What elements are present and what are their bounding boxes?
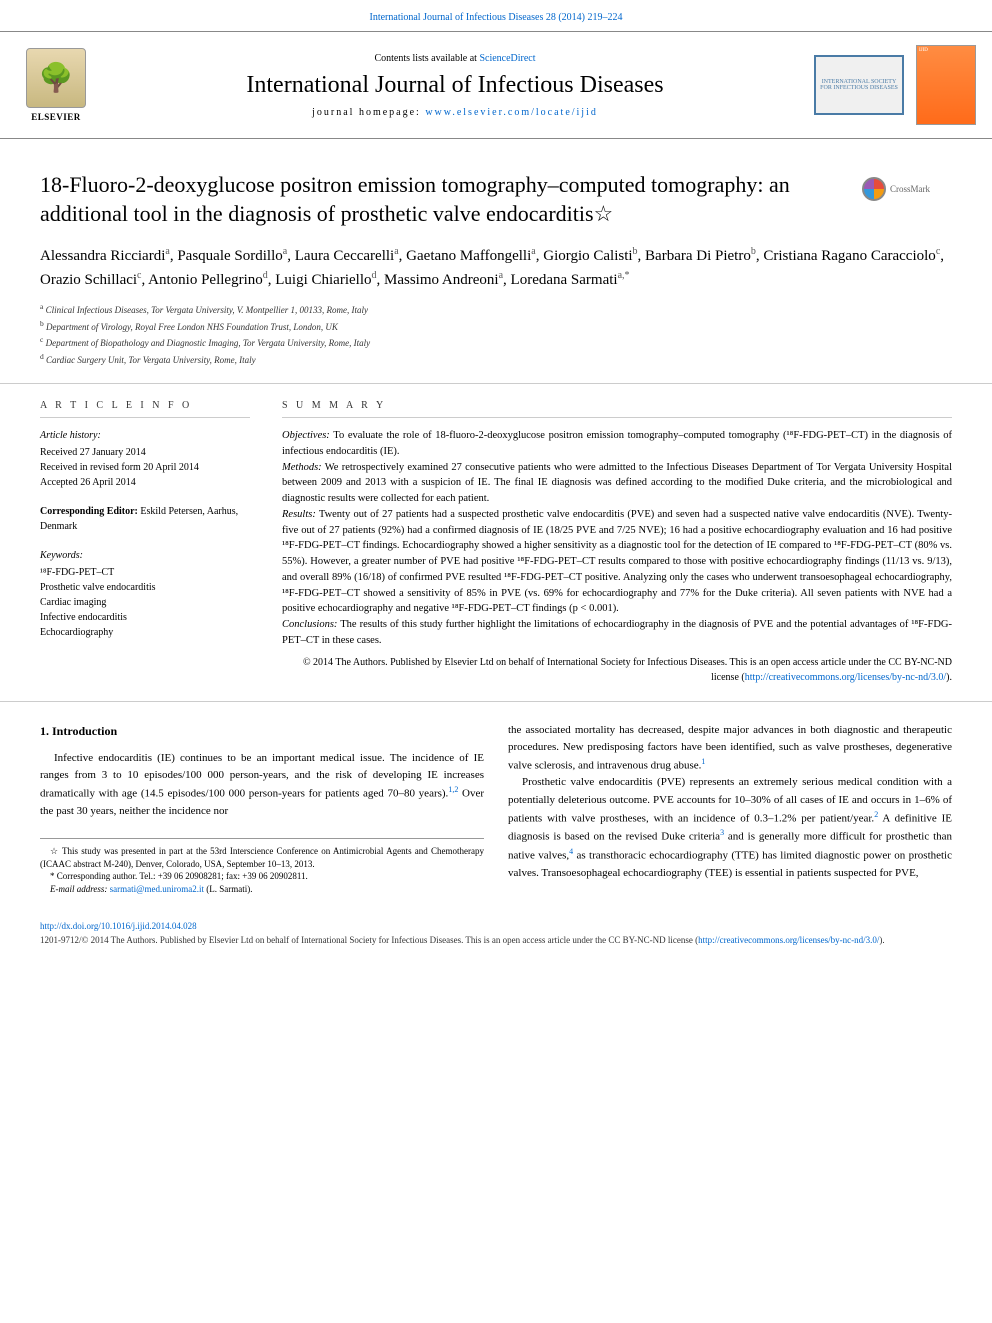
corresponding-editor: Corresponding Editor: Eskild Petersen, A… (40, 504, 250, 534)
article-title: 18-Fluoro-2-deoxyglucose positron emissi… (40, 171, 952, 228)
elsevier-text: ELSEVIER (31, 112, 81, 122)
results-label: Results: (282, 509, 316, 520)
keyword: Echocardiography (40, 625, 250, 640)
article-history: Article history: Received 27 January 201… (40, 428, 250, 490)
email-label: E-mail address: (50, 884, 110, 894)
elsevier-logo: ELSEVIER (16, 40, 96, 130)
footnote-email: E-mail address: sarmati@med.uniroma2.it … (40, 883, 484, 896)
contents-line: Contents lists available at ScienceDirec… (108, 53, 802, 64)
doi-line: http://dx.doi.org/10.1016/j.ijid.2014.04… (40, 920, 952, 933)
affiliation: d Cardiac Surgery Unit, Tor Vergata Univ… (40, 351, 952, 368)
summary-label: S U M M A R Y (282, 400, 952, 418)
corr-editor-label: Corresponding Editor: (40, 506, 138, 517)
ref-link[interactable]: 1,2 (448, 785, 458, 794)
affiliation: c Department of Biopathology and Diagnos… (40, 334, 952, 351)
contents-prefix: Contents lists available at (374, 53, 479, 64)
objectives-label: Objectives: (282, 430, 330, 441)
received-date: Received 27 January 2014 (40, 445, 250, 460)
methods-label: Methods: (282, 462, 322, 473)
body-section: 1. Introduction Infective endocarditis (… (0, 701, 992, 912)
cc-license-link[interactable]: http://creativecommons.org/licenses/by-n… (745, 672, 946, 683)
revised-date: Received in revised form 20 April 2014 (40, 460, 250, 475)
footnote-corresponding: * Corresponding author. Tel.: +39 06 209… (40, 870, 484, 883)
section-heading: 1. Introduction (40, 722, 484, 741)
journal-homepage: journal homepage: www.elsevier.com/locat… (108, 107, 802, 118)
affiliation-text: Clinical Infectious Diseases, Tor Vergat… (46, 305, 368, 315)
objectives-text: To evaluate the role of 18-fluoro-2-deox… (282, 430, 952, 457)
results-text: Twenty out of 27 patients had a suspecte… (282, 509, 952, 615)
affiliation: b Department of Virology, Royal Free Lon… (40, 318, 952, 335)
page-footer: http://dx.doi.org/10.1016/j.ijid.2014.04… (0, 912, 992, 963)
masthead: ELSEVIER Contents lists available at Sci… (0, 31, 992, 139)
issn-text: 1201-9712/© 2014 The Authors. Published … (40, 935, 698, 945)
methods-text: We retrospectively examined 27 consecuti… (282, 462, 952, 505)
society-logo: INTERNATIONAL SOCIETY FOR INFECTIOUS DIS… (814, 55, 904, 115)
body-left-column: 1. Introduction Infective endocarditis (… (40, 722, 484, 896)
doi-link[interactable]: http://dx.doi.org/10.1016/j.ijid.2014.04… (40, 921, 197, 931)
crossmark-icon (862, 177, 886, 201)
ref-link[interactable]: 1 (701, 757, 705, 766)
body-right-column: the associated mortality has decreased, … (508, 722, 952, 896)
info-summary-row: A R T I C L E I N F O Article history: R… (0, 383, 992, 701)
affiliation-text: Department of Virology, Royal Free Londo… (46, 322, 338, 332)
summary: S U M M A R Y Objectives: To evaluate th… (282, 400, 952, 685)
footnote-star: ☆ This study was presented in part at th… (40, 845, 484, 870)
affiliation-text: Department of Biopathology and Diagnosti… (46, 338, 371, 348)
conclusions-text: The results of this study further highli… (282, 619, 952, 646)
keyword: Infective endocarditis (40, 610, 250, 625)
homepage-prefix: journal homepage: (312, 107, 425, 118)
issn-line: 1201-9712/© 2014 The Authors. Published … (40, 934, 952, 947)
affiliations: a Clinical Infectious Diseases, Tor Verg… (40, 301, 952, 367)
article-header: CrossMark 18-Fluoro-2-deoxyglucose posit… (0, 139, 992, 383)
homepage-link[interactable]: www.elsevier.com/locate/ijid (425, 107, 598, 118)
body-text: as transthoracic echocardiography (TTE) … (508, 850, 952, 879)
body-text: the associated mortality has decreased, … (508, 724, 952, 772)
email-tail: (L. Sarmati). (204, 884, 253, 894)
summary-body: Objectives: To evaluate the role of 18-f… (282, 428, 952, 649)
article-info: A R T I C L E I N F O Article history: R… (40, 400, 250, 685)
masthead-center: Contents lists available at ScienceDirec… (108, 53, 802, 118)
citation-line: International Journal of Infectious Dise… (0, 0, 992, 31)
crossmark-badge[interactable]: CrossMark (862, 175, 952, 203)
author-list: Alessandra Ricciardia, Pasquale Sordillo… (40, 244, 952, 291)
affiliation-text: Cardiac Surgery Unit, Tor Vergata Univer… (46, 355, 256, 365)
crossmark-text: CrossMark (890, 184, 930, 194)
paragraph: Prosthetic valve endocarditis (PVE) repr… (508, 774, 952, 881)
journal-cover-thumb: IJID (916, 45, 976, 125)
cc-license-link[interactable]: http://creativecommons.org/licenses/by-n… (698, 935, 879, 945)
article-info-label: A R T I C L E I N F O (40, 400, 250, 418)
keyword: Prosthetic valve endocarditis (40, 580, 250, 595)
email-link[interactable]: sarmati@med.uniroma2.it (110, 884, 204, 894)
sciencedirect-link[interactable]: ScienceDirect (479, 53, 535, 64)
footnotes: ☆ This study was presented in part at th… (40, 838, 484, 895)
keyword: ¹⁸F-FDG-PET–CT (40, 565, 250, 580)
elsevier-tree-icon (26, 48, 86, 108)
affiliation: a Clinical Infectious Diseases, Tor Verg… (40, 301, 952, 318)
issn-close: ). (879, 935, 884, 945)
accepted-date: Accepted 26 April 2014 (40, 475, 250, 490)
journal-title: International Journal of Infectious Dise… (108, 72, 802, 99)
copyright-close: ). (946, 672, 952, 683)
keywords: Keywords: ¹⁸F-FDG-PET–CT Prosthetic valv… (40, 548, 250, 640)
keyword: Cardiac imaging (40, 595, 250, 610)
history-label: Article history: (40, 428, 250, 443)
paragraph: Infective endocarditis (IE) continues to… (40, 750, 484, 820)
citation-link[interactable]: International Journal of Infectious Dise… (370, 12, 623, 23)
conclusions-label: Conclusions: (282, 619, 337, 630)
copyright-line: © 2014 The Authors. Published by Elsevie… (282, 655, 952, 685)
keywords-label: Keywords: (40, 548, 250, 563)
body-text: Infective endocarditis (IE) continues to… (40, 752, 484, 800)
paragraph: the associated mortality has decreased, … (508, 722, 952, 775)
